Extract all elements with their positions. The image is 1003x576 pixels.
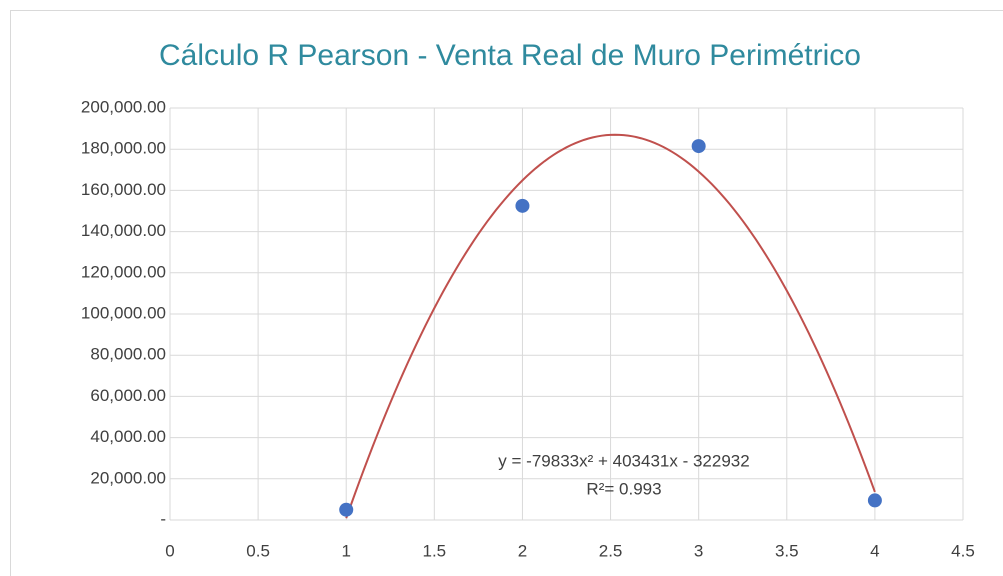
- x-tick-label: 1: [341, 541, 350, 560]
- x-tick-label: 4.5: [951, 541, 975, 560]
- trendline-equation: y = -79833x² + 403431x - 322932: [498, 451, 749, 470]
- point: [691, 139, 706, 154]
- x-tick-label: 2.5: [599, 541, 623, 560]
- trendline: [345, 133, 876, 519]
- point: [515, 198, 530, 213]
- x-tick-label: 1.5: [423, 541, 447, 560]
- x-tick-label: 2: [518, 541, 527, 560]
- y-tick-label: 200,000.00: [81, 97, 166, 116]
- chart-border: [10, 10, 1003, 576]
- chart-title: Cálculo R Pearson - Venta Real de Muro P…: [159, 39, 861, 72]
- y-tick-label: 80,000.00: [90, 345, 166, 364]
- y-tick-label: 100,000.00: [81, 303, 166, 322]
- y-tick-label: 60,000.00: [90, 386, 166, 405]
- x-tick-label: 0: [165, 541, 174, 560]
- point: [339, 502, 354, 517]
- x-tick-label: 3: [694, 541, 703, 560]
- y-tick-label: -: [160, 509, 166, 528]
- x-tick-label: 3.5: [775, 541, 799, 560]
- x-tick-label: 0.5: [246, 541, 270, 560]
- point: [867, 493, 882, 508]
- x-tick-label: 4: [870, 541, 879, 560]
- y-tick-label: 120,000.00: [81, 262, 166, 281]
- y-tick-label: 40,000.00: [90, 427, 166, 446]
- trendline-r2: R²= 0.993: [586, 479, 661, 498]
- y-tick-label: 140,000.00: [81, 221, 166, 240]
- y-tick-label: 160,000.00: [81, 180, 166, 199]
- y-tick-label: 180,000.00: [81, 139, 166, 158]
- y-tick-label: 20,000.00: [90, 468, 166, 487]
